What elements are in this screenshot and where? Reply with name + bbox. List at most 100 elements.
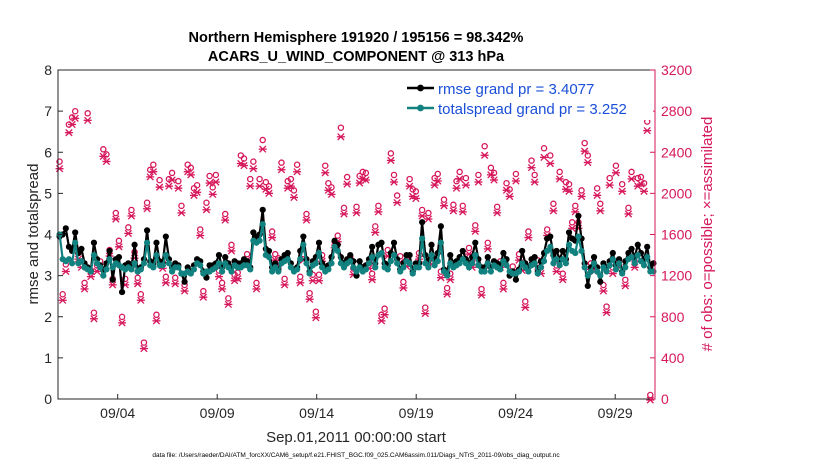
rmse-point xyxy=(143,227,151,234)
totalspread-point xyxy=(631,260,638,267)
totalspread-point xyxy=(384,266,391,273)
rmse-point xyxy=(597,278,604,285)
obs-assimilated-marker xyxy=(361,176,370,184)
obs-possible-marker xyxy=(293,161,301,168)
totalspread-point xyxy=(90,251,98,259)
obs-possible-marker xyxy=(481,142,488,150)
obs-assimilated-marker xyxy=(593,191,602,200)
obs-possible-marker xyxy=(171,274,179,282)
obs-assimilated-marker xyxy=(627,175,636,183)
obs-assimilated-marker xyxy=(424,215,433,223)
rmse-point xyxy=(131,241,138,248)
obs-assimilated-marker xyxy=(511,177,520,185)
totalspread-point xyxy=(150,264,157,271)
totalspread-point xyxy=(128,266,135,273)
left-y-tick-label: 0 xyxy=(44,391,52,407)
obs-assimilated-marker xyxy=(621,282,630,290)
totalspread-point xyxy=(581,264,588,271)
obs-assimilated-marker xyxy=(202,206,211,214)
totalspread-point xyxy=(165,260,173,267)
x-tick-label: 09/29 xyxy=(598,405,633,421)
totalspread-point xyxy=(612,266,620,273)
totalspread-point xyxy=(315,249,323,257)
totalspread-point xyxy=(622,264,629,271)
obs-assimilated-marker xyxy=(80,285,89,293)
totalspread-point xyxy=(68,260,76,267)
rmse-point xyxy=(547,233,554,240)
rmse-point xyxy=(390,239,398,246)
obs-possible-marker xyxy=(315,271,323,278)
totalspread-point xyxy=(197,262,204,269)
totalspread-point xyxy=(565,241,573,248)
obs-possible-marker xyxy=(250,158,257,165)
totalspread-point xyxy=(369,254,376,261)
obs-possible-marker xyxy=(162,273,170,281)
rmse-point xyxy=(378,239,385,246)
obs-assimilated-marker xyxy=(540,153,549,162)
obs-possible-marker xyxy=(572,202,579,210)
obs-assimilated-marker xyxy=(302,216,311,224)
obs-assimilated-marker xyxy=(624,210,633,218)
obs-assimilated-marker xyxy=(486,171,495,179)
totalspread-point xyxy=(400,264,407,271)
totalspread-point xyxy=(409,270,416,277)
obs-assimilated-marker xyxy=(386,156,395,165)
obs-assimilated-marker xyxy=(249,165,258,173)
totalspread-point xyxy=(469,260,476,267)
rmse-point xyxy=(222,254,229,261)
right-y-tick-label: 1200 xyxy=(661,268,692,284)
totalspread-point xyxy=(481,268,488,275)
totalspread-point xyxy=(390,251,398,259)
obs-assimilated-marker xyxy=(99,152,108,160)
totalspread-point xyxy=(312,260,319,267)
obs-possible-marker xyxy=(340,204,348,212)
obs-assimilated-marker xyxy=(321,169,330,177)
obs-possible-marker xyxy=(493,203,501,211)
obs-possible-marker xyxy=(81,279,88,287)
obs-possible-marker xyxy=(525,228,532,235)
obs-assimilated-marker xyxy=(371,228,380,237)
totalspread-point xyxy=(497,266,504,273)
obs-assimilated-marker xyxy=(618,187,627,195)
rmse-point xyxy=(406,251,413,259)
obs-possible-marker xyxy=(359,168,367,176)
obs-possible-marker xyxy=(487,164,495,172)
rmse-point xyxy=(644,243,651,250)
obs-assimilated-marker xyxy=(380,311,389,319)
right-y-axis: 0 400 800 1200 1600 2000 2400 2800 3200 xyxy=(650,62,692,407)
obs-assimilated-marker xyxy=(583,158,592,167)
obs-possible-marker xyxy=(212,171,220,179)
obs-assimilated-marker xyxy=(324,186,333,194)
obs-possible-marker xyxy=(143,199,151,206)
obs-assimilated-marker xyxy=(440,202,449,210)
obs-possible-marker xyxy=(271,250,279,258)
obs-possible-marker xyxy=(603,303,610,310)
obs-assimilated-marker xyxy=(196,231,205,240)
obs-possible-marker xyxy=(628,168,635,176)
obs-possible-marker xyxy=(221,210,229,218)
obs-possible-marker xyxy=(262,178,270,186)
rmse-point xyxy=(118,288,126,296)
obs-possible-marker xyxy=(559,270,567,277)
totalspread-point xyxy=(503,262,510,269)
totalspread-point xyxy=(87,268,94,275)
obs-possible-marker xyxy=(472,222,479,229)
obs-possible-marker xyxy=(296,273,304,281)
totalspread-point xyxy=(365,260,373,267)
obs-possible-marker xyxy=(422,304,429,311)
rmse-point xyxy=(72,229,79,236)
obs-assimilated-marker xyxy=(186,171,195,179)
totalspread-point xyxy=(162,251,169,259)
obs-assimilated-marker xyxy=(252,285,261,293)
totalspread-point xyxy=(284,256,291,263)
obs-assimilated-marker xyxy=(286,182,295,190)
rmse-point xyxy=(259,206,266,213)
totalspread-point xyxy=(143,239,151,246)
obs-possible-marker xyxy=(434,170,442,178)
x-tick-label: 09/09 xyxy=(200,405,235,421)
obs-possible-marker xyxy=(634,174,642,182)
totalspread-point xyxy=(475,262,482,269)
obs-possible-marker xyxy=(578,187,585,194)
right-y-tick-label: 2800 xyxy=(661,103,692,119)
